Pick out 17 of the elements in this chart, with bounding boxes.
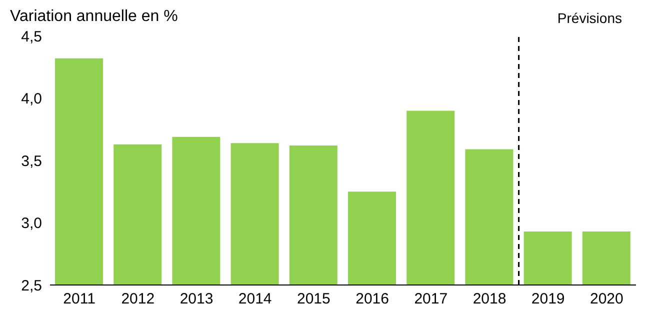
x-tick-label: 2012 bbox=[121, 290, 155, 308]
x-tick-label: 2014 bbox=[238, 290, 272, 308]
x-tick-label: 2017 bbox=[414, 290, 448, 308]
x-tick-label: 2013 bbox=[180, 290, 214, 308]
chart-title: Variation annuelle en % bbox=[10, 8, 178, 26]
text: Prévisions bbox=[557, 10, 622, 26]
y-tick-label: 4,5 bbox=[21, 28, 42, 46]
y-tick-label: 3,5 bbox=[21, 152, 42, 170]
y-tick-label: 2,5 bbox=[21, 277, 42, 294]
x-tick-label: 2011 bbox=[63, 290, 96, 308]
x-tick-label: 2020 bbox=[590, 290, 624, 308]
x-tick-label: 2019 bbox=[531, 290, 565, 308]
y-tick-label: 4,0 bbox=[21, 90, 42, 108]
y-tick-label: 3,0 bbox=[21, 215, 42, 232]
x-tick-label: 2018 bbox=[472, 290, 506, 308]
x-tick-label: 2016 bbox=[356, 290, 389, 308]
x-tick-label: 2015 bbox=[297, 290, 330, 308]
